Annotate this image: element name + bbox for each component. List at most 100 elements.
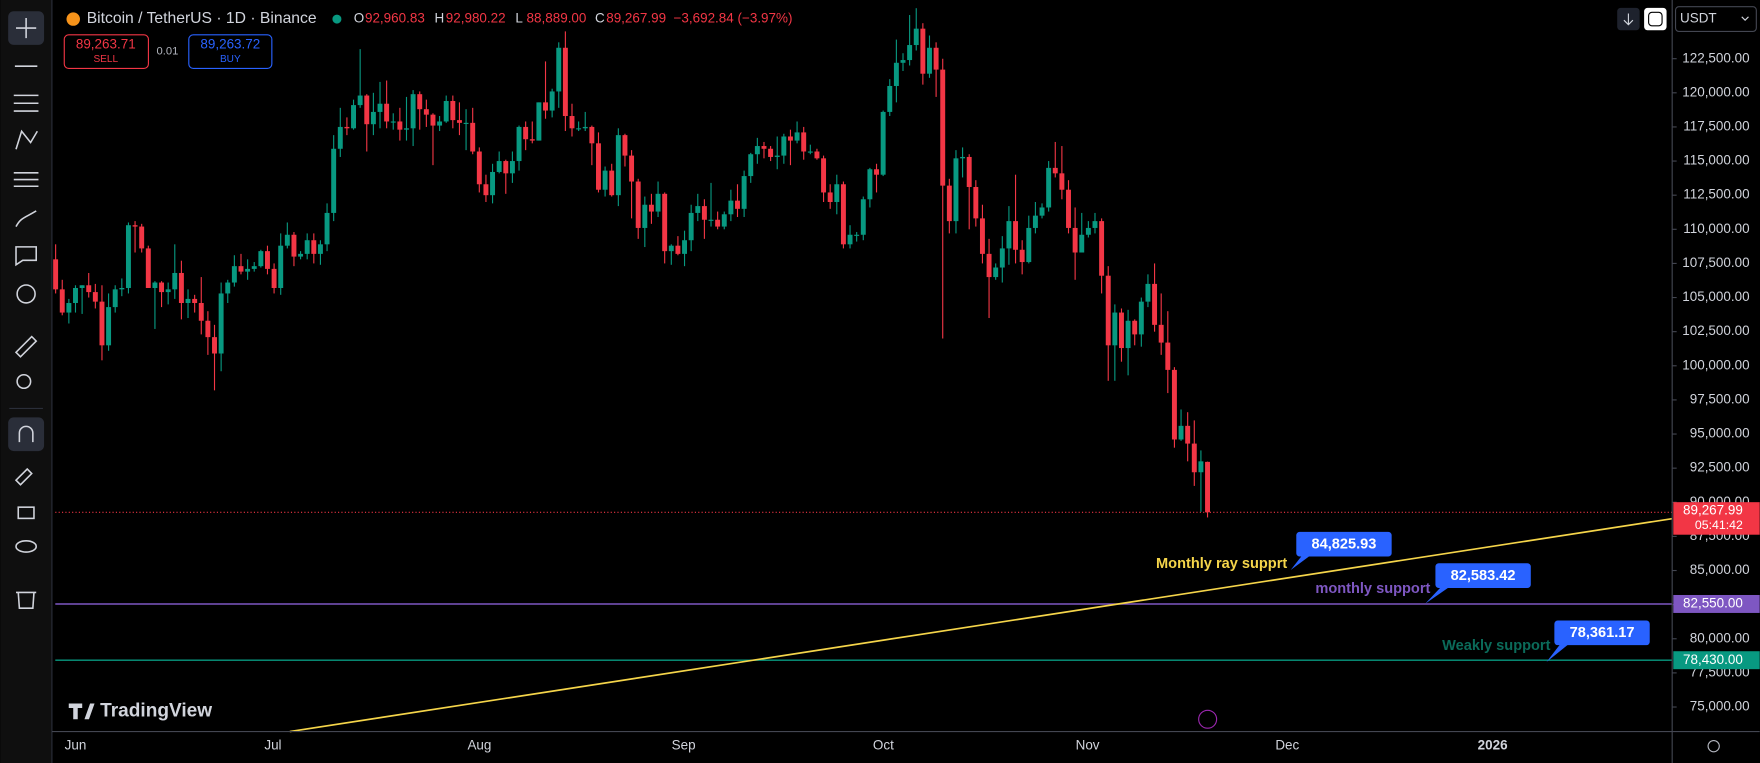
candle-body [410, 94, 416, 129]
settings-button[interactable] [1644, 7, 1667, 31]
candle-body [907, 45, 913, 61]
time-label: 2026 [1478, 738, 1508, 753]
candle-body [317, 244, 323, 254]
header: Bitcoin / TetherUS · 1D · Binance O 92,96… [63, 6, 1757, 70]
candle-body [874, 169, 879, 175]
pattern-tool[interactable] [15, 129, 39, 150]
candle-body [536, 102, 542, 141]
ruler-tool[interactable] [14, 335, 38, 358]
candle-body [390, 121, 396, 123]
price-tick-label: 120,000.00 [1682, 84, 1749, 99]
buy-button[interactable] [188, 34, 273, 70]
logo-text: TradingView [100, 700, 212, 721]
ohlc-value: 92,980.22 [446, 11, 506, 26]
candle-body [245, 268, 251, 272]
candle-body [708, 219, 714, 221]
candle-body [768, 148, 774, 157]
candle-body [715, 219, 721, 227]
candle-body [721, 214, 727, 227]
candle-body [960, 156, 966, 159]
candle-body [569, 116, 575, 129]
candle-body [337, 126, 343, 149]
candle-body [523, 126, 529, 140]
candle-body [582, 126, 588, 129]
candle-body [880, 111, 886, 175]
candle-body [622, 135, 628, 156]
candle-body [741, 176, 747, 209]
projection-tool[interactable] [13, 172, 39, 188]
candle-body [1085, 227, 1091, 235]
delete-tool[interactable] [16, 591, 37, 609]
level-badge [1673, 594, 1760, 613]
candle-body [1165, 342, 1171, 370]
spread: 0.01 [157, 46, 179, 58]
currency: USDT [1680, 11, 1717, 26]
candle-body [1171, 369, 1177, 440]
candle-body [132, 225, 138, 227]
candle-body [331, 148, 337, 213]
candle-body [847, 234, 853, 245]
candle-body [443, 101, 449, 122]
time-label: Oct [873, 738, 894, 753]
magnet-icon [18, 425, 34, 443]
candle-body [311, 240, 317, 254]
candle-body [973, 186, 979, 219]
candle-body [437, 121, 443, 126]
candle-body [1145, 283, 1151, 302]
zoom-tool[interactable] [16, 373, 32, 390]
candle-body [1112, 312, 1118, 346]
candle-body [543, 102, 548, 111]
magnet-tool[interactable] [8, 417, 45, 452]
price-tick-label: 100,000.00 [1682, 357, 1749, 372]
candle-body [298, 253, 304, 257]
time-label: Aug [467, 738, 491, 753]
lock-tool[interactable] [17, 506, 35, 520]
candle-body [516, 126, 522, 162]
candle-body [278, 245, 284, 288]
candle-body [887, 85, 893, 112]
candle-body [1079, 234, 1085, 253]
current-price-label: 89,267.99 [1683, 503, 1743, 518]
candle-body [668, 245, 674, 252]
axis-settings[interactable] [1707, 739, 1720, 753]
candle-body [993, 267, 999, 278]
candle-body [192, 298, 198, 304]
candle-body [430, 114, 436, 126]
candle-body [556, 47, 562, 92]
fib-tool[interactable] [13, 94, 39, 112]
price-tick-label: 112,500.00 [1683, 187, 1749, 202]
candle-body [562, 47, 568, 117]
draw-lock-tool[interactable] [14, 467, 33, 486]
currency-select[interactable] [1674, 6, 1757, 32]
candle-body [291, 234, 297, 257]
logo-icon [68, 703, 95, 720]
candle-body [1118, 312, 1124, 349]
candle-body [1105, 275, 1111, 346]
candle-body [185, 298, 191, 304]
sell-button[interactable] [63, 34, 149, 70]
price-axis-bg [1672, 0, 1760, 763]
emoji-tool[interactable] [16, 284, 36, 304]
candle-body [999, 248, 1005, 268]
candle-body [728, 200, 734, 215]
candle-body [596, 143, 601, 190]
candle-body [986, 253, 992, 278]
price-tick-label: 85,000.00 [1690, 562, 1750, 577]
hide-tool[interactable] [15, 540, 37, 553]
time-label: Dec [1275, 738, 1299, 753]
candle-body [73, 287, 78, 304]
brush-tool[interactable] [15, 210, 37, 228]
candle-body [450, 101, 456, 121]
text-tool[interactable] [15, 246, 37, 267]
candle-body [1185, 425, 1191, 444]
lightning-icon[interactable] [1198, 709, 1218, 729]
countdown: 05:41:42 [1695, 518, 1743, 532]
callout-pointer [1425, 585, 1452, 604]
candle-body [152, 282, 158, 288]
candle-body [801, 132, 807, 152]
ohlc-key: H [435, 11, 445, 26]
candle-body [602, 170, 608, 190]
candle-body [927, 47, 932, 74]
candle-body [655, 193, 661, 212]
candle-body [589, 126, 595, 144]
